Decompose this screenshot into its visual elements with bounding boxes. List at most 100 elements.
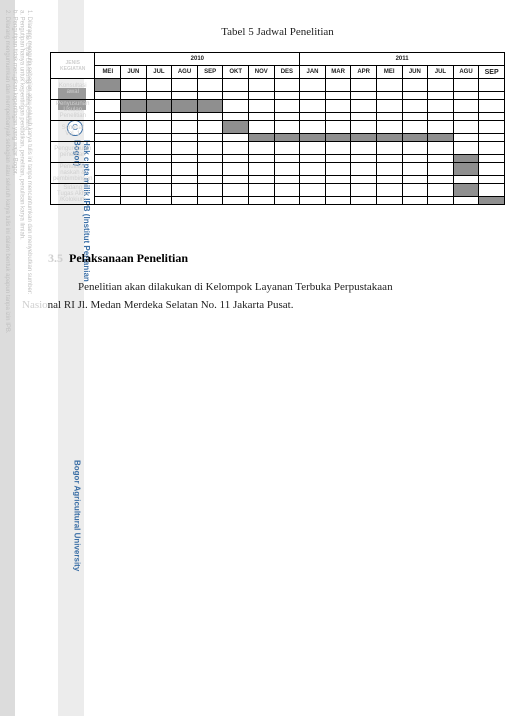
schedule-cell bbox=[172, 163, 198, 176]
schedule-cell bbox=[479, 79, 505, 92]
schedule-cell bbox=[223, 79, 249, 92]
schedule-cell bbox=[248, 100, 274, 113]
schedule-cell bbox=[95, 184, 121, 197]
schedule-cell bbox=[172, 134, 198, 142]
schedule-cell bbox=[172, 176, 198, 184]
schedule-cell bbox=[248, 155, 274, 163]
schedule-cell bbox=[146, 142, 172, 155]
schedule-cell bbox=[300, 134, 326, 142]
schedule-cell bbox=[479, 134, 505, 142]
schedule-cell bbox=[197, 121, 223, 134]
schedule-cell bbox=[428, 184, 454, 197]
header-month: NOV bbox=[248, 66, 274, 79]
table-row bbox=[51, 113, 505, 121]
schedule-cell bbox=[248, 113, 274, 121]
schedule-cell bbox=[376, 142, 402, 155]
schedule-cell bbox=[248, 92, 274, 100]
table-row bbox=[51, 92, 505, 100]
para-line2-faded: Nasio bbox=[22, 299, 48, 311]
schedule-cell bbox=[351, 176, 377, 184]
schedule-cell bbox=[402, 79, 428, 92]
schedule-cell bbox=[121, 142, 147, 155]
schedule-cell bbox=[402, 155, 428, 163]
schedule-cell bbox=[223, 176, 249, 184]
schedule-cell bbox=[248, 184, 274, 197]
schedule-cell bbox=[402, 184, 428, 197]
schedule-cell bbox=[300, 176, 326, 184]
schedule-cell bbox=[351, 79, 377, 92]
schedule-cell bbox=[351, 142, 377, 155]
schedule-cell bbox=[274, 113, 300, 121]
header-month: OKT bbox=[223, 66, 249, 79]
header-year-2010: 2010 bbox=[95, 53, 300, 66]
header-month: JUL bbox=[146, 66, 172, 79]
schedule-cell bbox=[428, 142, 454, 155]
table-header: JENIS KEGIATAN 2010 2011 MEI JUN JUL AGU… bbox=[51, 53, 505, 79]
schedule-cell bbox=[274, 142, 300, 155]
schedule-cell bbox=[274, 184, 300, 197]
schedule-cell bbox=[172, 155, 198, 163]
schedule-cell bbox=[479, 184, 505, 197]
header-month: JAN bbox=[300, 66, 326, 79]
schedule-cell bbox=[146, 113, 172, 121]
schedule-cell bbox=[274, 100, 300, 113]
schedule-cell bbox=[146, 100, 172, 113]
schedule-cell bbox=[376, 176, 402, 184]
schedule-cell bbox=[402, 163, 428, 176]
schedule-cell bbox=[453, 197, 479, 205]
schedule-cell bbox=[248, 176, 274, 184]
header-month: MEI bbox=[95, 66, 121, 79]
schedule-cell bbox=[146, 197, 172, 205]
header-month: APR bbox=[351, 66, 377, 79]
schedule-cell bbox=[479, 92, 505, 100]
schedule-cell bbox=[479, 176, 505, 184]
schedule-cell bbox=[95, 92, 121, 100]
schedule-cell bbox=[325, 155, 351, 163]
schedule-cell bbox=[95, 113, 121, 121]
schedule-cell bbox=[453, 155, 479, 163]
schedule-cell bbox=[300, 113, 326, 121]
schedule-cell bbox=[479, 163, 505, 176]
schedule-cell bbox=[274, 197, 300, 205]
schedule-cell bbox=[428, 176, 454, 184]
table-row: Penulisan naskah & pembimbingan bbox=[51, 163, 505, 176]
schedule-cell bbox=[300, 197, 326, 205]
schedule-cell bbox=[121, 197, 147, 205]
schedule-cell bbox=[453, 100, 479, 113]
schedule-cell bbox=[274, 163, 300, 176]
schedule-cell bbox=[351, 121, 377, 134]
schedule-cell bbox=[300, 163, 326, 176]
schedule-cell bbox=[172, 142, 198, 155]
schedule-cell bbox=[325, 184, 351, 197]
section-title-text: Pelaksanaan Penelitian bbox=[69, 251, 188, 265]
schedule-cell bbox=[402, 197, 428, 205]
schedule-cell bbox=[146, 184, 172, 197]
schedule-cell bbox=[274, 92, 300, 100]
schedule-cell bbox=[325, 134, 351, 142]
schedule-cell bbox=[351, 113, 377, 121]
schedule-cell bbox=[325, 79, 351, 92]
schedule-cell bbox=[95, 121, 121, 134]
schedule-cell bbox=[376, 100, 402, 113]
schedule-cell bbox=[376, 155, 402, 163]
schedule-cell bbox=[248, 142, 274, 155]
schedule-cell bbox=[146, 155, 172, 163]
schedule-cell bbox=[121, 113, 147, 121]
schedule-cell bbox=[453, 142, 479, 155]
schedule-cell bbox=[351, 163, 377, 176]
schedule-cell bbox=[197, 176, 223, 184]
schedule-cell bbox=[197, 92, 223, 100]
schedule-cell bbox=[223, 197, 249, 205]
header-month: AGU bbox=[172, 66, 198, 79]
schedule-cell bbox=[428, 134, 454, 142]
schedule-cell bbox=[95, 155, 121, 163]
schedule-cell bbox=[223, 142, 249, 155]
schedule-cell bbox=[146, 121, 172, 134]
schedule-cell bbox=[274, 176, 300, 184]
schedule-cell bbox=[325, 176, 351, 184]
schedule-cell bbox=[402, 100, 428, 113]
schedule-cell bbox=[95, 100, 121, 113]
schedule-cell bbox=[248, 134, 274, 142]
header-month: AGU bbox=[453, 66, 479, 79]
schedule-cell bbox=[121, 155, 147, 163]
